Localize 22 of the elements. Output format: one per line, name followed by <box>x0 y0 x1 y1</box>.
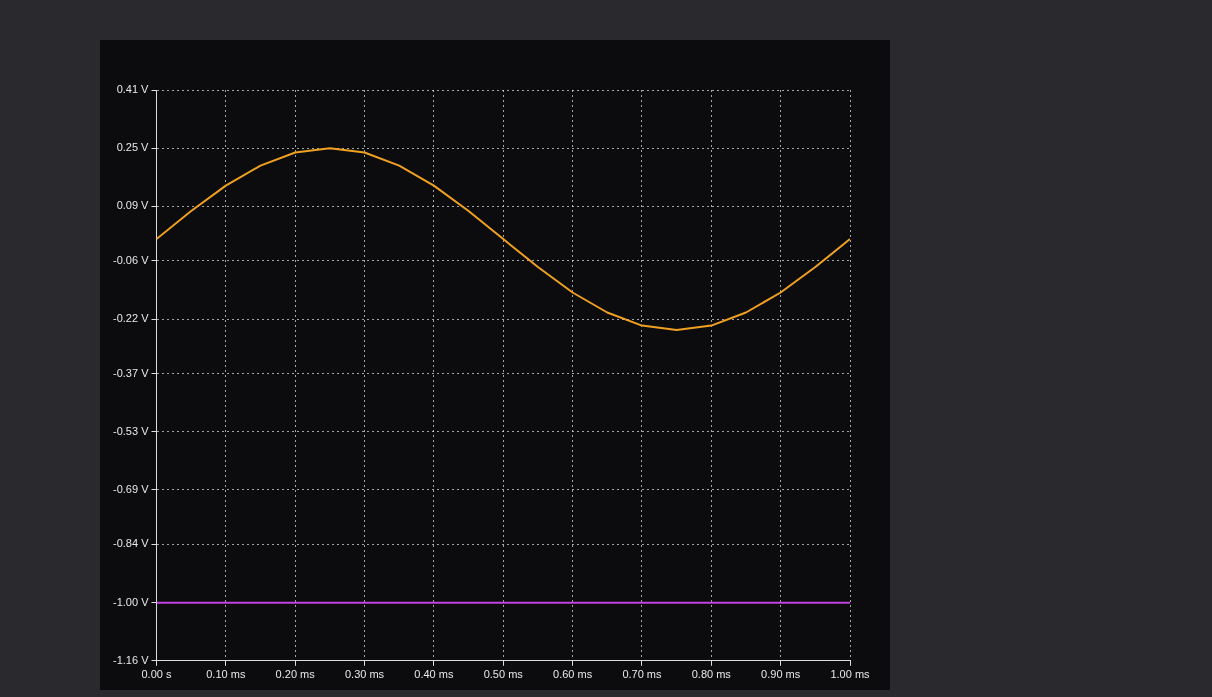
x-tick-label: 0.80 ms <box>691 668 732 681</box>
y-tick-label: -1.16 V <box>113 653 150 666</box>
y-tick-label: -0.53 V <box>113 424 150 437</box>
x-tick-label: 0.60 ms <box>553 668 593 681</box>
y-tick-label: -0.06 V <box>113 253 150 266</box>
x-tick-label: 0.40 ms <box>414 668 454 681</box>
x-tick-label: 1.00 ms <box>830 668 871 681</box>
y-tick-label: -0.84 V <box>113 537 150 550</box>
x-tick-label: 0.50 ms <box>483 668 524 681</box>
x-tick-label: 0.20 ms <box>275 668 316 681</box>
y-tick-label: -0.22 V <box>113 312 150 325</box>
x-tick-label: 0.70 ms <box>622 668 662 681</box>
x-tick-label: 0.00 s <box>141 668 172 681</box>
y-tick-label: 0.41 V <box>116 83 150 96</box>
x-tick-label: 0.90 ms <box>761 668 801 681</box>
y-tick-label: -0.37 V <box>113 366 150 379</box>
x-tick-label: 0.30 ms <box>344 668 385 681</box>
y-tick-label: -1.00 V <box>113 595 150 608</box>
x-tick-label: 0.10 ms <box>206 668 246 681</box>
y-tick-label: -0.69 V <box>113 482 150 495</box>
y-tick-label: 0.09 V <box>116 199 150 212</box>
y-tick-label: 0.25 V <box>116 141 150 154</box>
